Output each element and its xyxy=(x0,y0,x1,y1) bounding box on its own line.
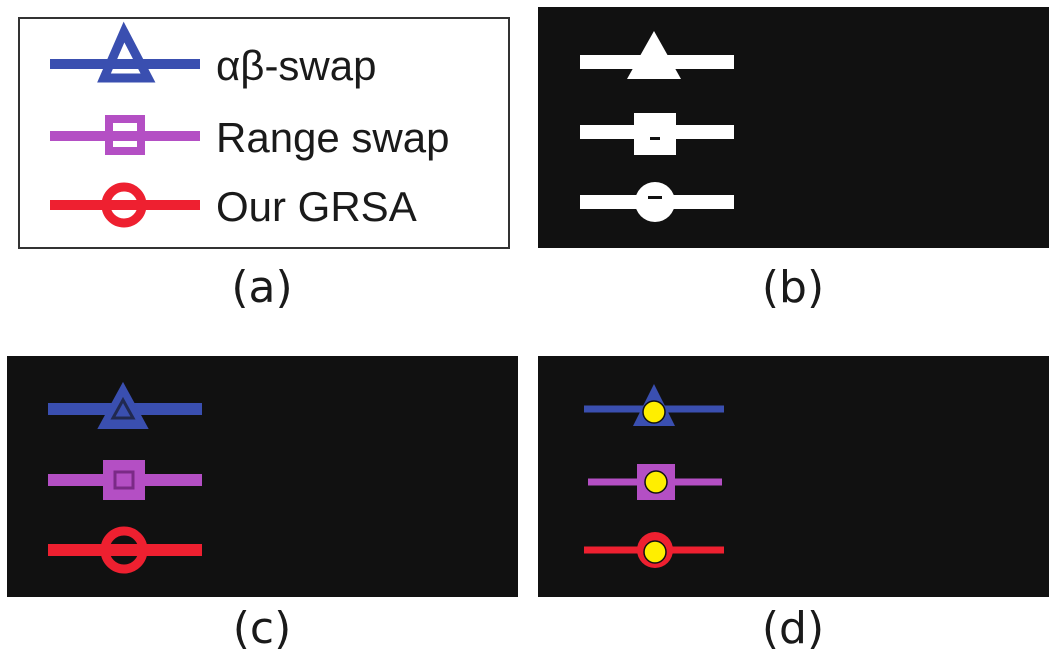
mask-triangle-icon xyxy=(627,31,681,79)
color-triangle-icon xyxy=(97,381,149,429)
mask-square-icon xyxy=(634,113,676,155)
legend-label-alphabeta-swap: αβ-swap xyxy=(216,42,376,89)
legend-label-range-swap: Range swap xyxy=(216,114,449,161)
keypoint-dot xyxy=(642,400,666,424)
legend-label-our-grsa: Our GRSA xyxy=(216,183,417,230)
detection-image xyxy=(538,356,1049,597)
panel-b-binary-mask xyxy=(538,7,1049,248)
keypoint-dot xyxy=(643,540,667,564)
circle-marker-icon xyxy=(101,182,147,228)
binary-mask-image xyxy=(538,7,1049,248)
panel-a-legend: αβ-swap Range swap Our GRSA xyxy=(18,17,510,249)
caption-c: (c) xyxy=(232,603,292,654)
color-marker-image xyxy=(7,356,518,597)
caption-a: (a) xyxy=(231,262,293,313)
color-square-icon xyxy=(103,460,145,500)
triangle-marker-icon xyxy=(97,21,156,83)
mask-circle-icon xyxy=(635,182,675,222)
caption-b: (b) xyxy=(761,262,825,313)
panel-c-color-image xyxy=(7,356,518,597)
caption-d: (d) xyxy=(761,603,825,654)
legend-box: αβ-swap Range swap Our GRSA xyxy=(18,17,510,249)
color-circle-icon xyxy=(100,526,148,574)
square-marker-icon xyxy=(105,115,145,155)
panel-d-detection xyxy=(538,356,1049,597)
keypoint-dot xyxy=(644,470,668,494)
